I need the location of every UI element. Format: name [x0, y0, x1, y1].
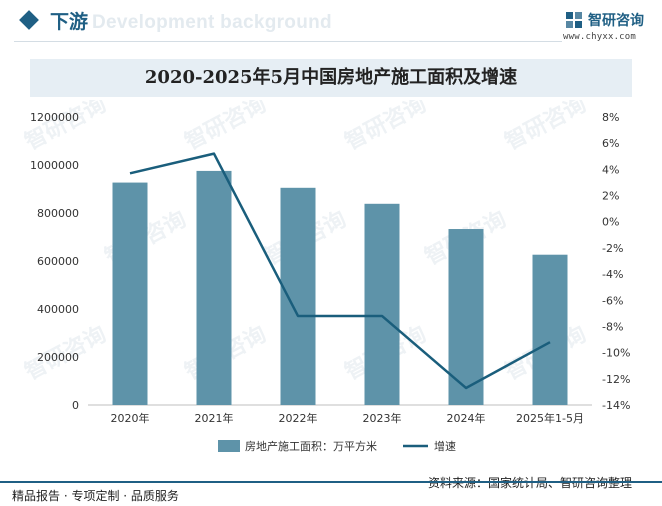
- left-tick-label: 0: [72, 399, 79, 412]
- right-tick-label: -14%: [602, 399, 630, 412]
- logo-icon: [566, 12, 582, 28]
- header-divider: [14, 41, 562, 42]
- left-tick-label: 400000: [37, 303, 79, 316]
- right-tick-label: 6%: [602, 137, 619, 150]
- section-title: 下游: [50, 11, 89, 33]
- left-tick-label: 200000: [37, 351, 79, 364]
- left-tick-label: 1200000: [30, 111, 79, 124]
- right-tick-label: 4%: [602, 163, 619, 176]
- x-tick-label: 2023年: [363, 411, 402, 425]
- x-tick-label: 2024年: [447, 411, 486, 425]
- header: Development background 下游 智研咨询 www.chyxx…: [0, 0, 662, 46]
- left-tick-label: 600000: [37, 255, 79, 268]
- chart: 智研咨询智研咨询智研咨询智研咨询智研咨询智研咨询智研咨询智研咨询智研咨询智研咨询…: [21, 100, 631, 453]
- left-tick-labels: 0 200000 400000 600000 800000 1000000 1200000: [30, 111, 79, 412]
- legend-line-label: 增速: [434, 439, 456, 453]
- x-tick-labels: 2020年 2021年 2022年 2023年 2024年 2025年1-5月: [111, 411, 584, 425]
- x-tick-label: 2025年1-5月: [516, 411, 584, 425]
- bar-5: [532, 254, 568, 405]
- right-tick-label: -2%: [602, 242, 623, 255]
- x-tick-label: 2021年: [195, 411, 234, 425]
- right-tick-label: -8%: [602, 320, 623, 333]
- diamond-icon: [19, 10, 39, 30]
- legend-bar-label: 房地产施工面积：万平方米: [245, 439, 377, 453]
- watermark-text: 智研咨询: [341, 100, 431, 155]
- left-tick-label: 1000000: [30, 159, 79, 172]
- bar-3: [364, 203, 400, 405]
- source-note: 资料来源：国家统计局、智研咨询整理: [428, 476, 633, 490]
- footer-divider: [0, 481, 662, 483]
- chart-title: 2020-2025年5月中国房地产施工面积及增速: [144, 67, 518, 88]
- logo-url: www.chyxx.com: [563, 32, 637, 42]
- bar-1: [196, 170, 232, 405]
- bar-0: [112, 182, 148, 405]
- legend: 房地产施工面积：万平方米 增速: [218, 439, 456, 453]
- x-tick-label: 2020年: [111, 411, 150, 425]
- left-tick-label: 800000: [37, 207, 79, 220]
- x-tick-label: 2022年: [279, 411, 318, 425]
- logo-name: 智研咨询: [588, 13, 644, 29]
- right-tick-labels: -14% -12% -10% -8% -6% -4% -2% 0% 2% 4% 6% 8%: [602, 111, 630, 412]
- right-tick-label: -10%: [602, 347, 630, 360]
- right-tick-label: 8%: [602, 111, 619, 124]
- chart-title-band: [30, 59, 632, 97]
- growth-line: [129, 152, 551, 390]
- bar-2: [280, 187, 316, 405]
- right-tick-label: -6%: [602, 294, 623, 307]
- bar-series: [112, 170, 568, 405]
- footer-slogan: 精品报告 · 专项定制 · 品质服务: [12, 489, 179, 503]
- watermark-text: 智研咨询: [501, 100, 591, 155]
- watermark-text: 智研咨询: [21, 100, 111, 155]
- right-tick-label: -12%: [602, 373, 630, 386]
- bar-4: [448, 229, 484, 405]
- watermark-text: 智研咨询: [181, 100, 271, 155]
- header-ghost-text: Development background: [92, 12, 332, 33]
- right-tick-label: -4%: [602, 268, 623, 281]
- legend-bar-swatch: [218, 440, 240, 452]
- right-tick-label: 0%: [602, 216, 619, 229]
- right-tick-label: 2%: [602, 190, 619, 203]
